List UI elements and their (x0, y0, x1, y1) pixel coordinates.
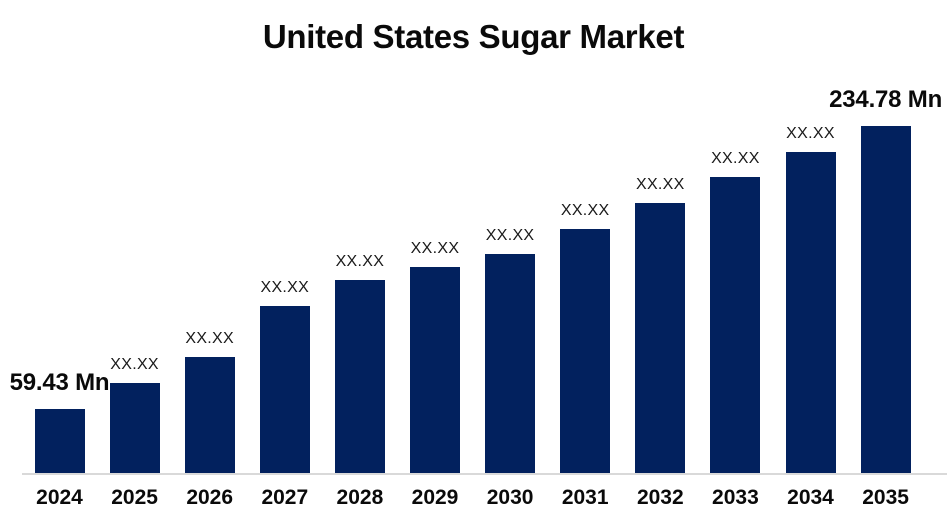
value-label-2029: XX.XX (410, 240, 460, 257)
value-label-2031: XX.XX (560, 202, 610, 219)
bar-2032 (635, 203, 686, 473)
year-label-2029: 2029 (411, 486, 459, 509)
bar-2029 (410, 267, 460, 473)
bar-2031 (560, 229, 611, 473)
bar-2035 (860, 126, 911, 473)
bar-2024 (34, 409, 85, 473)
year-label-2031: 2031 (561, 486, 609, 509)
year-label-2033: 2033 (712, 486, 759, 509)
value-label-2034: XX.XX (786, 125, 835, 142)
bar-2030 (485, 254, 536, 473)
bar-2027 (259, 306, 310, 473)
bar-2028 (334, 280, 385, 473)
bar-2026 (184, 357, 235, 473)
year-label-2025: 2025 (111, 486, 158, 509)
value-label-2025: XX.XX (110, 356, 159, 373)
value-label-2032: XX.XX (635, 176, 685, 193)
year-label-2024: 2024 (36, 486, 83, 509)
year-label-2030: 2030 (486, 486, 534, 509)
value-label-2030: XX.XX (485, 227, 535, 244)
year-label-2032: 2032 (636, 486, 684, 509)
year-label-2027: 2027 (261, 486, 309, 509)
bar-2033 (710, 177, 761, 473)
value-label-2026: XX.XX (185, 330, 235, 347)
value-label-2035: 234.78 Mn (829, 86, 943, 113)
value-label-2024: 59.43 Mn (9, 369, 110, 396)
chart-title: United States Sugar Market (262, 18, 685, 55)
year-label-2026: 2026 (186, 486, 234, 509)
year-label-2034: 2034 (787, 486, 834, 509)
bar-2025 (109, 383, 160, 473)
year-label-2028: 2028 (336, 486, 384, 509)
value-label-2028: XX.XX (335, 253, 385, 270)
year-label-2035: 2035 (862, 486, 909, 509)
value-label-2033: XX.XX (711, 150, 760, 167)
bar-2034 (785, 152, 836, 473)
value-label-2027: XX.XX (260, 279, 310, 296)
x-axis-line (22, 473, 947, 475)
